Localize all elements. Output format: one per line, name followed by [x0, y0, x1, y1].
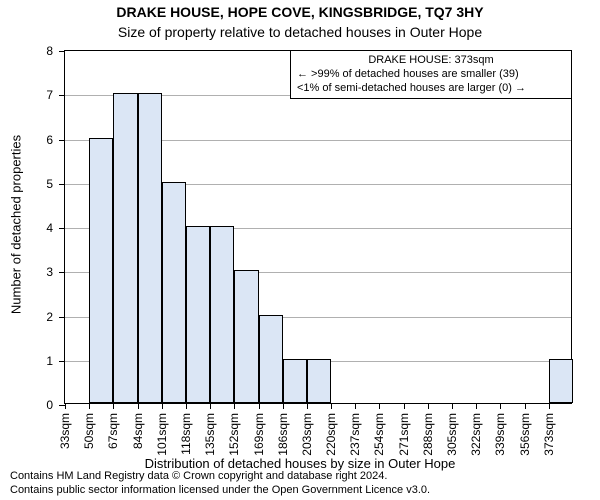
- xtick-label: 67sqm: [106, 413, 120, 449]
- xtick-mark: [210, 403, 211, 409]
- xtick-mark: [404, 403, 405, 409]
- ytick-mark: [59, 140, 65, 141]
- y-axis-label: Number of detached properties: [9, 125, 24, 325]
- histogram-bar: [210, 226, 234, 403]
- xtick-mark: [113, 403, 114, 409]
- ytick-mark: [59, 272, 65, 273]
- xtick-label: 50sqm: [82, 413, 96, 449]
- ytick-label: 3: [46, 265, 53, 279]
- histogram-bar: [162, 182, 186, 403]
- ytick-label: 2: [46, 310, 53, 324]
- histogram-bar: [283, 359, 307, 403]
- xtick-mark: [283, 403, 284, 409]
- histogram-bar: [259, 315, 283, 404]
- xtick-label: 135sqm: [203, 413, 217, 456]
- xtick-label: 305sqm: [445, 413, 459, 456]
- histogram-bar: [89, 138, 113, 404]
- footer-attribution: Contains HM Land Registry data © Crown c…: [10, 470, 430, 498]
- xtick-label: 84sqm: [131, 413, 145, 449]
- xtick-mark: [65, 403, 66, 409]
- histogram-bar: [138, 93, 162, 403]
- xtick-mark: [379, 403, 380, 409]
- ytick-mark: [59, 317, 65, 318]
- xtick-label: 288sqm: [421, 413, 435, 456]
- annotation-line: DRAKE HOUSE: 373sqm: [297, 54, 565, 68]
- xtick-mark: [162, 403, 163, 409]
- ytick-label: 6: [46, 133, 53, 147]
- xtick-mark: [500, 403, 501, 409]
- xtick-mark: [428, 403, 429, 409]
- xtick-label: 152sqm: [227, 413, 241, 456]
- xtick-label: 339sqm: [493, 413, 507, 456]
- footer-line: Contains public sector information licen…: [10, 484, 430, 498]
- histogram-plot: 01234567833sqm50sqm67sqm84sqm101sqm118sq…: [64, 50, 572, 404]
- xtick-label: 237sqm: [348, 413, 362, 456]
- histogram-bar: [549, 359, 573, 403]
- xtick-mark: [452, 403, 453, 409]
- xtick-label: 203sqm: [300, 413, 314, 456]
- xtick-mark: [355, 403, 356, 409]
- xtick-mark: [476, 403, 477, 409]
- annotation-box: DRAKE HOUSE: 373sqm← >99% of detached ho…: [290, 50, 572, 99]
- histogram-bar: [307, 359, 331, 403]
- xtick-mark: [549, 403, 550, 409]
- footer-line: Contains HM Land Registry data © Crown c…: [10, 470, 430, 484]
- ytick-mark: [59, 51, 65, 52]
- ytick-label: 0: [46, 398, 53, 412]
- x-axis-label: Distribution of detached houses by size …: [0, 456, 600, 471]
- histogram-bar: [234, 270, 258, 403]
- ytick-mark: [59, 95, 65, 96]
- xtick-label: 33sqm: [58, 413, 72, 449]
- page-title: DRAKE HOUSE, HOPE COVE, KINGSBRIDGE, TQ7…: [0, 4, 600, 20]
- xtick-label: 322sqm: [469, 413, 483, 456]
- xtick-mark: [234, 403, 235, 409]
- xtick-label: 169sqm: [252, 413, 266, 456]
- histogram-bar: [113, 93, 137, 403]
- xtick-mark: [525, 403, 526, 409]
- xtick-mark: [259, 403, 260, 409]
- xtick-label: 186sqm: [276, 413, 290, 456]
- ytick-label: 8: [46, 44, 53, 58]
- xtick-label: 356sqm: [518, 413, 532, 456]
- xtick-mark: [138, 403, 139, 409]
- xtick-mark: [186, 403, 187, 409]
- ytick-label: 5: [46, 177, 53, 191]
- xtick-mark: [331, 403, 332, 409]
- xtick-label: 271sqm: [397, 413, 411, 456]
- ytick-label: 1: [46, 354, 53, 368]
- xtick-label: 254sqm: [372, 413, 386, 456]
- ytick-mark: [59, 184, 65, 185]
- annotation-line: ← >99% of detached houses are smaller (3…: [297, 68, 565, 82]
- xtick-label: 118sqm: [179, 413, 193, 455]
- xtick-mark: [307, 403, 308, 409]
- xtick-label: 101sqm: [155, 413, 169, 456]
- ytick-mark: [59, 361, 65, 362]
- annotation-line: <1% of semi-detached houses are larger (…: [297, 82, 565, 96]
- xtick-mark: [89, 403, 90, 409]
- ytick-mark: [59, 228, 65, 229]
- ytick-label: 7: [46, 88, 53, 102]
- ytick-label: 4: [46, 221, 53, 235]
- xtick-label: 373sqm: [542, 413, 556, 456]
- xtick-label: 220sqm: [324, 413, 338, 456]
- page-subtitle: Size of property relative to detached ho…: [0, 24, 600, 40]
- histogram-bar: [186, 226, 210, 403]
